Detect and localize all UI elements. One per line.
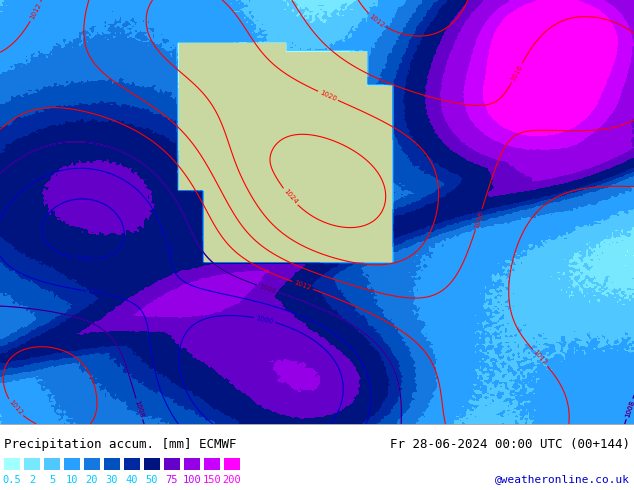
Text: 1008: 1008 xyxy=(624,399,634,418)
FancyBboxPatch shape xyxy=(164,458,180,470)
Text: 1000: 1000 xyxy=(75,255,93,263)
FancyBboxPatch shape xyxy=(124,458,140,470)
Text: 1004: 1004 xyxy=(87,288,106,297)
Text: 1000: 1000 xyxy=(256,315,275,325)
FancyBboxPatch shape xyxy=(64,458,80,470)
Text: @weatheronline.co.uk: @weatheronline.co.uk xyxy=(495,474,630,484)
Text: 1024: 1024 xyxy=(282,188,299,206)
Text: 1016: 1016 xyxy=(473,210,484,229)
FancyBboxPatch shape xyxy=(184,458,200,470)
Text: 1008: 1008 xyxy=(624,399,634,418)
Text: 2: 2 xyxy=(29,475,35,485)
FancyBboxPatch shape xyxy=(144,458,160,470)
Text: 1008: 1008 xyxy=(134,399,145,418)
FancyBboxPatch shape xyxy=(4,458,20,470)
Text: 150: 150 xyxy=(203,475,221,485)
Text: 1012: 1012 xyxy=(7,399,23,416)
Text: 1004: 1004 xyxy=(162,240,172,259)
FancyBboxPatch shape xyxy=(44,458,60,470)
Text: 1012: 1012 xyxy=(29,2,42,21)
FancyBboxPatch shape xyxy=(24,458,40,470)
FancyBboxPatch shape xyxy=(104,458,120,470)
Text: 1016: 1016 xyxy=(510,64,524,82)
Text: 30: 30 xyxy=(106,475,119,485)
Text: 1008: 1008 xyxy=(258,283,277,294)
Text: 20: 20 xyxy=(86,475,98,485)
Text: 75: 75 xyxy=(165,475,178,485)
FancyBboxPatch shape xyxy=(204,458,220,470)
Text: Fr 28-06-2024 00:00 UTC (00+144): Fr 28-06-2024 00:00 UTC (00+144) xyxy=(390,438,630,451)
Text: 1008: 1008 xyxy=(134,399,145,418)
FancyBboxPatch shape xyxy=(224,458,240,470)
FancyBboxPatch shape xyxy=(84,458,100,470)
Text: 1012: 1012 xyxy=(293,279,312,292)
Text: 1008: 1008 xyxy=(258,283,277,294)
Text: 1012: 1012 xyxy=(368,13,385,28)
Text: 10: 10 xyxy=(66,475,78,485)
Text: 1020: 1020 xyxy=(318,89,337,102)
Text: Precipitation accum. [mm] ECMWF: Precipitation accum. [mm] ECMWF xyxy=(4,438,236,451)
Text: 40: 40 xyxy=(126,475,138,485)
Text: 0.5: 0.5 xyxy=(3,475,22,485)
Text: 1012: 1012 xyxy=(532,349,548,367)
Text: 5: 5 xyxy=(49,475,55,485)
Text: 200: 200 xyxy=(223,475,242,485)
Text: 100: 100 xyxy=(183,475,202,485)
Text: 50: 50 xyxy=(146,475,158,485)
